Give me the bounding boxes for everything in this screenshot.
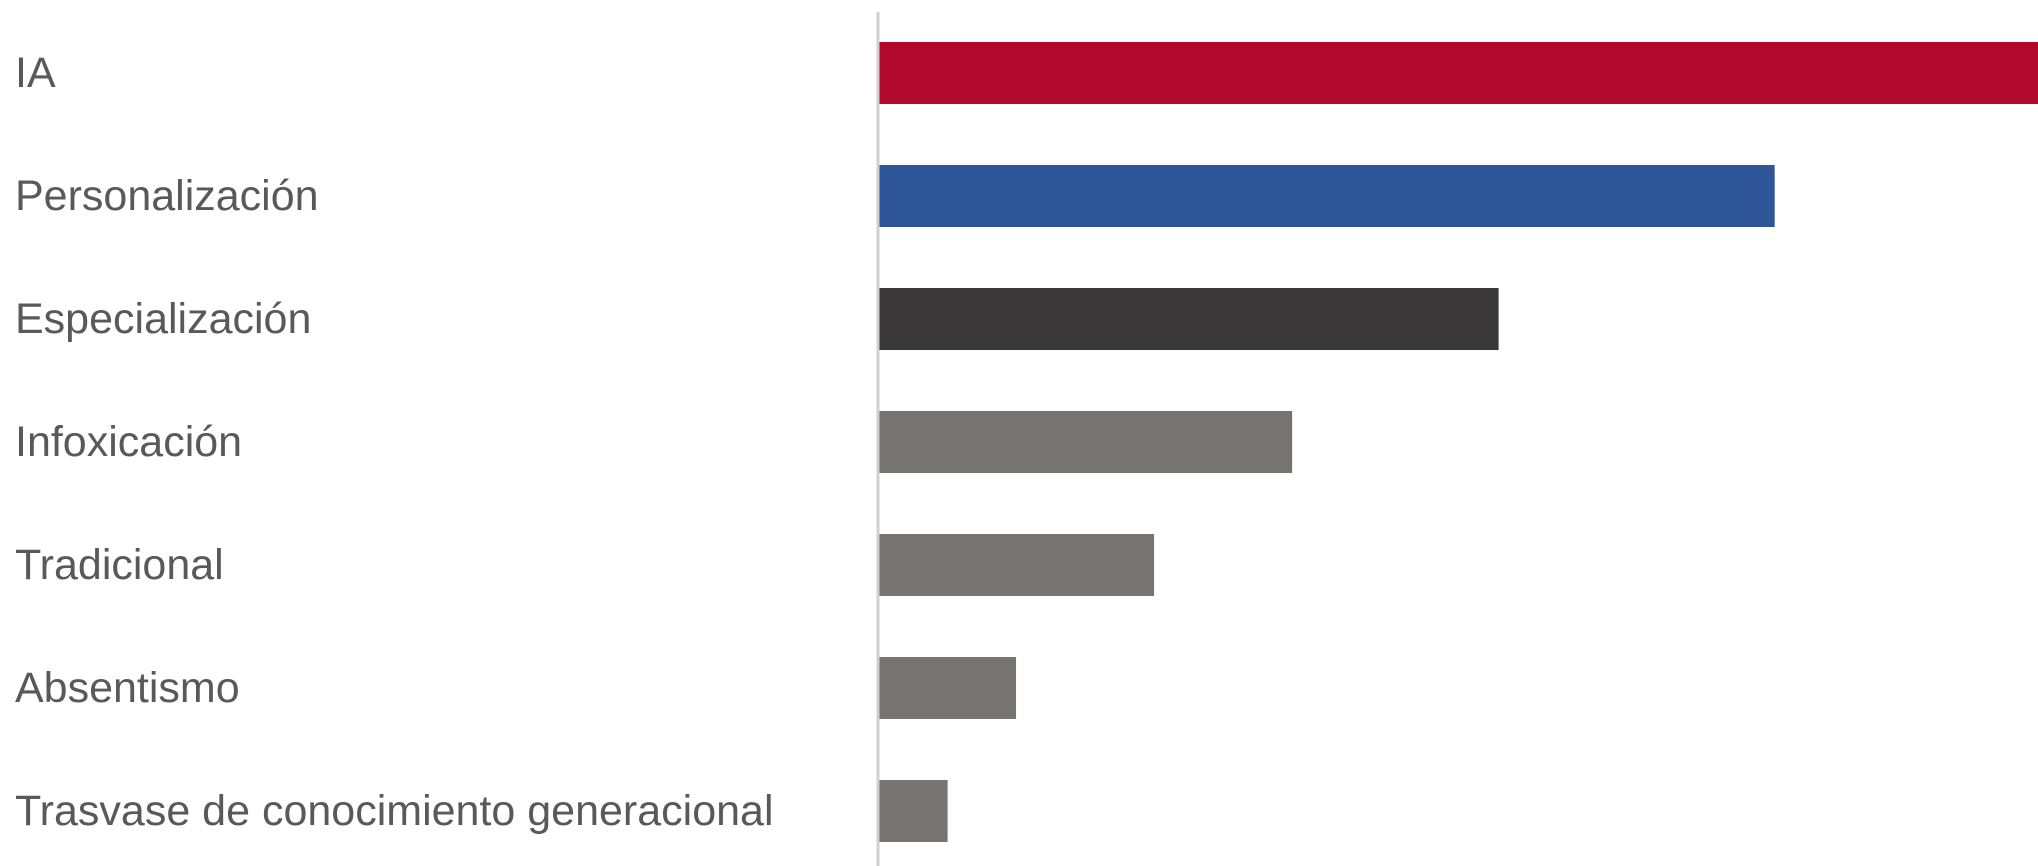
bar [878,165,1775,227]
category-label: Absentismo [15,664,240,712]
category-label: Especialización [15,295,311,343]
category-label: Tradicional [15,541,224,589]
category-label: Personalización [15,172,319,220]
bar [878,780,948,842]
bar [878,42,2038,104]
bar [878,534,1155,596]
category-label: Trasvase de conocimiento generacional [15,787,774,835]
bar [878,288,1499,350]
category-labels: IA Personalización Especialización Infoxica… [15,49,774,835]
bar [878,411,1293,473]
bars [878,42,2038,842]
category-label: Infoxicación [15,418,242,466]
category-label: IA [15,49,56,97]
bar [878,657,1017,719]
